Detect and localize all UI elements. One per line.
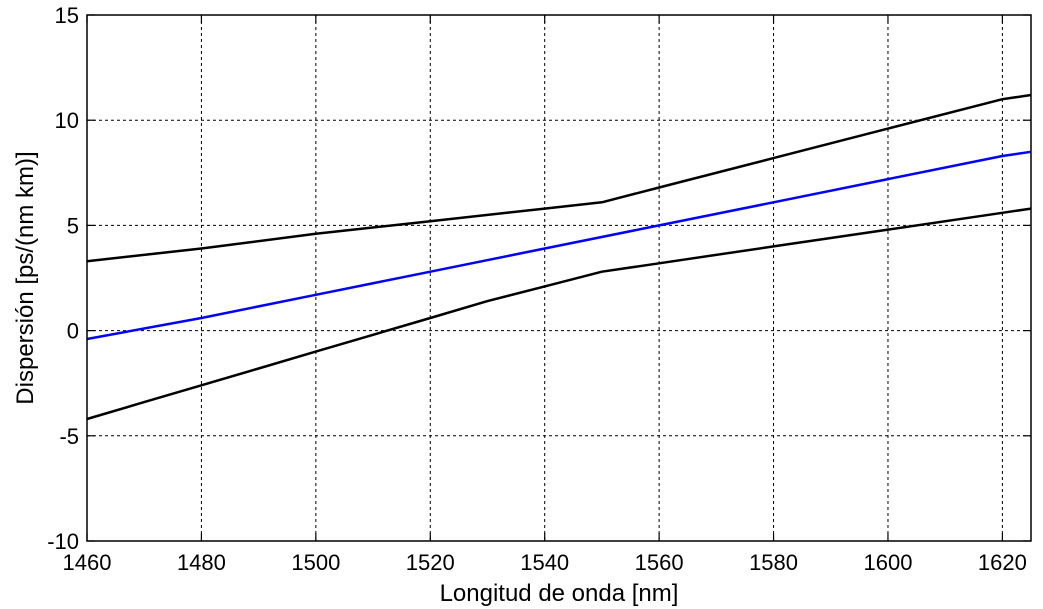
x-tick-label: 1480 [177, 550, 226, 575]
x-tick-label: 1500 [291, 550, 340, 575]
x-tick-label: 1580 [749, 550, 798, 575]
plot-frame [86, 14, 1032, 542]
x-tick-label: 1520 [406, 550, 455, 575]
grid-lines [87, 15, 1031, 541]
x-tick-label: 1620 [978, 550, 1027, 575]
series-line-3 [86, 207, 1032, 421]
y-axis-title: Dispersión [ps/(nm km)] [12, 151, 39, 404]
x-tick-label: 1600 [863, 550, 912, 575]
axis-ticks [86, 14, 1031, 542]
series-line-2 [86, 150, 1032, 341]
y-tick-label: 5 [67, 213, 79, 238]
series-line-1 [86, 93, 1032, 263]
x-tick-label: 1560 [635, 550, 684, 575]
x-tick-label: 1540 [520, 550, 569, 575]
y-tick-label: -5 [59, 424, 79, 449]
x-tick-labels: 1460 1480 1500 1520 1540 1560 1580 1600 1620 [63, 550, 1027, 575]
y-tick-label: 0 [67, 319, 79, 344]
series-lines [86, 93, 1032, 421]
y-tick-labels: -10 -5 0 5 10 15 [47, 3, 79, 554]
y-tick-label: -10 [47, 529, 79, 554]
y-tick-label: 15 [55, 3, 79, 28]
y-tick-label: 10 [55, 108, 79, 133]
x-axis-title: Longitud de onda [nm] [440, 580, 679, 607]
x-tick-label: 1460 [63, 550, 112, 575]
